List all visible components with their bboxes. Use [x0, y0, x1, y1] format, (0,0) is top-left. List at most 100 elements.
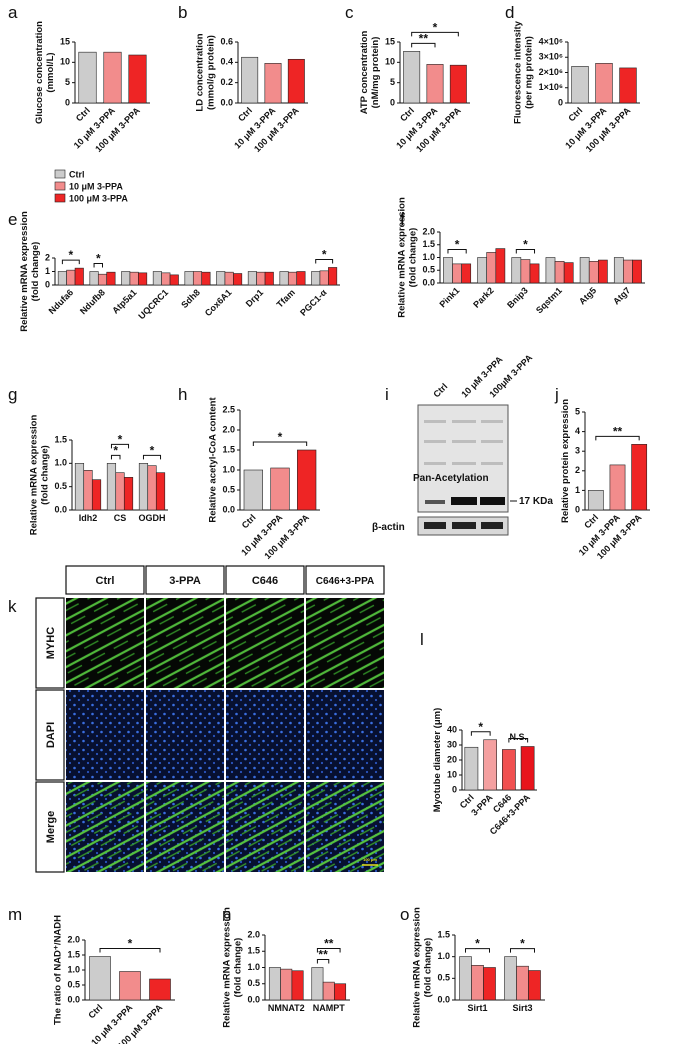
bar: [216, 271, 226, 286]
legend-label: Ctrl: [69, 169, 85, 179]
bar: [149, 978, 171, 1001]
y-tick-label: 0: [452, 784, 457, 794]
bar: [563, 262, 574, 284]
panel-label: i: [385, 385, 389, 404]
bar: [241, 56, 259, 104]
column-label: 3-PPA: [169, 575, 201, 587]
bar: [97, 273, 108, 286]
bar: [74, 267, 84, 286]
bar: [403, 51, 421, 104]
y-tick-label: 4: [575, 426, 580, 436]
y-tick-label: 0: [390, 97, 395, 107]
y-axis-label: Relative mRNA expression: [19, 211, 30, 332]
significance-bracket: [316, 948, 341, 953]
y-tick-label: 1.5: [422, 239, 435, 249]
significance-bracket: [465, 948, 490, 953]
bar: [89, 271, 99, 286]
y-tick-label: 1: [575, 485, 580, 495]
y-tick-label: 0.2: [220, 77, 233, 87]
y-axis-label: (nM/mg protein): [370, 37, 381, 109]
y-tick-label: 1.5: [54, 434, 67, 444]
significance-bracket: [470, 731, 491, 736]
bar: [161, 272, 171, 286]
panel-label: h: [178, 385, 187, 404]
significance-label: **: [613, 424, 623, 438]
y-tick-label: 1.5: [437, 929, 450, 939]
bar: [192, 271, 203, 286]
panel-label: l: [420, 630, 424, 649]
significance-label: *: [68, 248, 73, 262]
significance-bracket: [515, 249, 536, 254]
bar: [588, 261, 599, 284]
panel-label: k: [8, 597, 17, 616]
y-tick-label: 1.5: [222, 444, 235, 454]
y-tick-label: 0.5: [422, 265, 435, 275]
blot-band: [425, 500, 445, 504]
bar: [106, 271, 116, 286]
blot-band: [452, 522, 476, 529]
x-tick-label: 3-PPA: [469, 792, 495, 818]
bar: [613, 257, 624, 284]
panel-label: n: [222, 905, 231, 924]
x-tick-label: Sirt3: [512, 1003, 532, 1013]
y-tick-label: 0.0: [67, 994, 80, 1004]
bar: [123, 477, 134, 511]
significance-label: *: [150, 443, 155, 457]
significance-bracket: [510, 948, 535, 953]
bar: [279, 271, 289, 286]
y-axis-label: Relative mRNA expression: [396, 197, 407, 318]
x-tick-label: UQCRC1: [136, 287, 170, 321]
y-tick-label: 0.5: [247, 978, 260, 988]
bar: [121, 271, 131, 286]
bar: [528, 970, 541, 1001]
y-axis-label: (fold change): [232, 938, 243, 998]
bar: [619, 67, 637, 104]
significance-bracket: [411, 42, 436, 48]
significance-label: N.S.: [509, 732, 527, 742]
y-axis-label: ATP concentration: [359, 31, 370, 115]
bar: [443, 257, 453, 284]
bar: [319, 270, 329, 286]
significance-label: *: [113, 443, 118, 457]
y-axis-label: (fold change): [39, 445, 50, 505]
panel-label: c: [345, 3, 354, 22]
bar: [426, 64, 444, 104]
x-tick-label: Ctrl: [240, 512, 258, 530]
bar: [471, 965, 484, 1001]
y-tick-label: 1.5: [247, 946, 260, 956]
bar: [477, 257, 487, 284]
y-tick-label: 0.5: [222, 484, 235, 494]
y-tick-label: 0.0: [422, 277, 435, 287]
significance-label: *: [455, 238, 460, 252]
panel-label: b: [178, 3, 187, 22]
loading-label: β-actin: [372, 522, 405, 533]
y-tick-label: 10: [60, 57, 70, 67]
bar: [270, 467, 290, 511]
y-tick-label: 10: [447, 769, 457, 779]
legend-swatch: [54, 193, 66, 203]
y-tick-label: 2.0: [247, 929, 260, 939]
bar: [89, 956, 111, 1001]
x-tick-label: Atg5: [577, 285, 598, 306]
x-tick-label: Sirt1: [467, 1003, 487, 1013]
y-axis-label: (mmol/L): [45, 52, 56, 92]
y-tick-label: 1: [45, 266, 50, 276]
y-tick-label: 0.6: [220, 36, 233, 46]
y-axis-label: Relative mRNA expression: [28, 415, 39, 536]
significance-label: **: [318, 948, 328, 962]
y-axis-label: Fluorescence intensity: [513, 20, 524, 124]
y-axis-label: Relative mRNA expression: [411, 907, 422, 1028]
significance-bracket: [110, 443, 130, 449]
column-label: C646: [252, 575, 278, 587]
bar: [138, 463, 149, 511]
y-tick-label: 20: [447, 754, 457, 764]
x-tick-label: Cox6A1: [203, 287, 234, 318]
x-tick-label: NAMPT: [313, 1003, 345, 1013]
panel-label: m: [8, 905, 22, 924]
y-tick-label: 0: [65, 97, 70, 107]
lane-label: Ctrl: [431, 381, 449, 399]
y-axis-label: (fold change): [422, 938, 433, 998]
marker-label: 17 KDa: [519, 496, 553, 507]
panel-label: e: [8, 210, 17, 229]
